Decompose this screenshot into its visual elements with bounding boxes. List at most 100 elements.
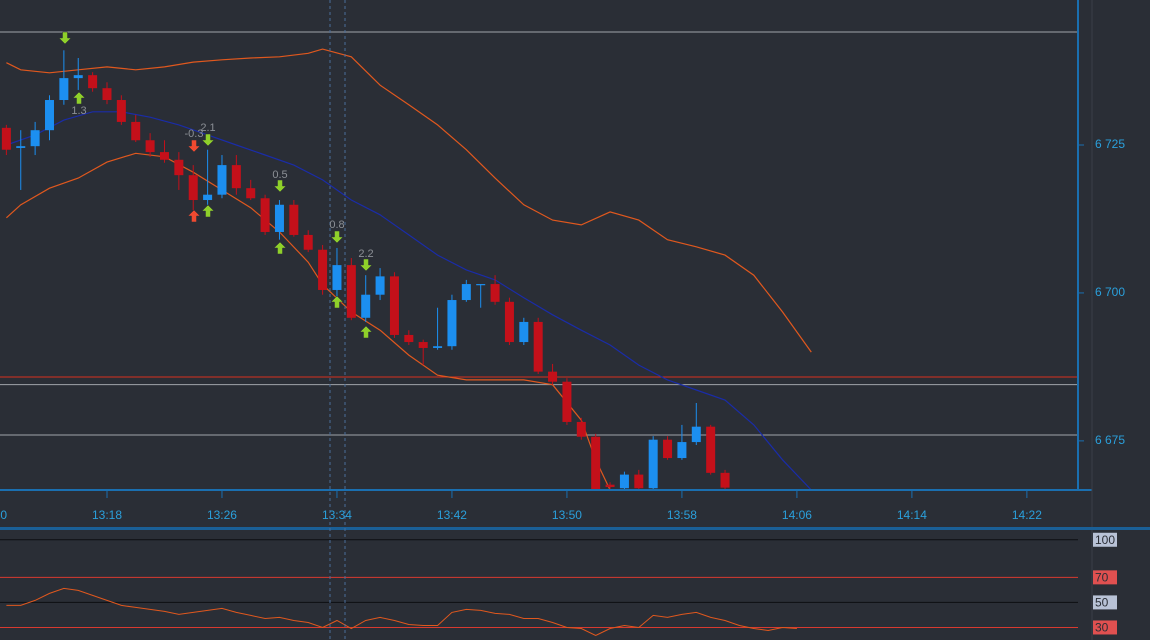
signal-arrow: [201, 204, 215, 218]
signal-arrow: [201, 133, 215, 147]
candle-body: [318, 249, 328, 290]
candle-body: [691, 426, 701, 443]
candle-body: [461, 284, 471, 301]
candle-body: [260, 198, 270, 232]
candle-body: [217, 165, 227, 195]
signal-arrow: [187, 139, 201, 153]
y-tick-label: 30: [1095, 621, 1109, 635]
x-tick-label: 14:22: [1012, 508, 1042, 522]
y-tick-box: [1093, 620, 1117, 635]
candle-body: [504, 301, 514, 343]
y-tick-label: 6 750: [1095, 0, 1125, 3]
candle-body: [677, 442, 687, 459]
x-tick-label: 13:26: [207, 508, 237, 522]
band-line: [5, 152, 611, 490]
x-tick-label: 13:34: [322, 508, 352, 522]
y-tick-box: [1093, 595, 1117, 610]
candle-body: [361, 294, 371, 318]
candle-body: [447, 300, 457, 347]
candle-body: [44, 100, 54, 131]
rsi-line: [6, 587, 797, 637]
x-tick-label: 13:10: [0, 508, 7, 522]
candle-body: [418, 342, 428, 348]
candle-body: [346, 265, 356, 318]
x-tick-label: 13:42: [437, 508, 467, 522]
signal-arrow: [273, 179, 287, 193]
candle-body: [533, 321, 543, 372]
y-tick-label: 6 725: [1095, 137, 1125, 151]
candle-body: [476, 284, 486, 286]
candle-body: [203, 194, 213, 201]
y-tick-label: 6 675: [1095, 433, 1125, 447]
candle-body: [634, 474, 644, 489]
candle-body: [174, 159, 184, 176]
candle-body: [591, 436, 601, 490]
y-tick-label: 100: [1095, 533, 1115, 547]
candle-body: [490, 284, 500, 302]
signal-arrow: [330, 230, 344, 244]
y-tick-label: 6 700: [1095, 285, 1125, 299]
candle-body: [648, 439, 658, 489]
candle-body: [706, 426, 716, 473]
signal-label: 0.8: [329, 219, 344, 231]
candle-body: [404, 334, 414, 343]
signal-label: 2.1: [200, 122, 215, 134]
candle-body: [73, 75, 83, 79]
band-line: [6, 111, 812, 490]
y-tick-label: 70: [1095, 571, 1109, 585]
price-panel: [0, 31, 1078, 490]
annotations: 1.3 -0.3 2.1 0.5 0.8 2.2: [58, 0, 374, 640]
signal-arrow: [187, 209, 201, 223]
candle-body: [375, 276, 385, 295]
candle-body: [59, 78, 69, 101]
x-tick-label: 13:50: [552, 508, 582, 522]
candle-body: [102, 88, 112, 101]
candle-body: [562, 381, 572, 422]
signal-arrow: [330, 295, 344, 309]
x-tick-label: 13:18: [92, 508, 122, 522]
x-tick-label: 13:58: [667, 508, 697, 522]
candle-body: [88, 75, 98, 89]
candle-body: [274, 204, 284, 232]
candle-body: [720, 472, 730, 488]
candle-body: [231, 165, 241, 189]
signal-arrow: [58, 31, 72, 45]
signal-arrow: [359, 325, 373, 339]
y-tick-label: 50: [1095, 596, 1109, 610]
candle-body: [619, 474, 629, 489]
signal-arrow: [359, 258, 373, 272]
candle-body: [131, 121, 141, 141]
signal-arrow: [273, 241, 287, 255]
signal-label: 1.3: [71, 105, 86, 117]
candle-body: [519, 321, 529, 343]
rsi-panel: [0, 539, 1078, 637]
candle-body: [289, 204, 299, 235]
x-tick-label: 14:14: [897, 508, 927, 522]
y-tick-box: [1093, 532, 1117, 547]
band-line: [6, 48, 812, 353]
candle-body: [389, 276, 399, 335]
signal-arrow: [72, 91, 86, 105]
candle-body: [433, 346, 443, 348]
candle-body: [1, 127, 11, 150]
candle-body: [246, 188, 256, 199]
candle-body: [548, 371, 558, 382]
signal-label: 2.2: [358, 248, 373, 260]
candle-body: [16, 146, 26, 148]
candle-body: [188, 175, 198, 201]
signal-label: -0.3: [185, 128, 204, 140]
candle-body: [576, 421, 586, 437]
candle-body: [116, 100, 126, 122]
candle-body: [332, 265, 342, 290]
candle-body: [30, 130, 40, 147]
candle-body: [303, 234, 313, 250]
x-tick-label: 14:06: [782, 508, 812, 522]
candle-body: [145, 140, 155, 153]
candle-body: [663, 439, 673, 459]
y-tick-box: [1093, 570, 1117, 585]
panel-separator: [0, 527, 1150, 530]
